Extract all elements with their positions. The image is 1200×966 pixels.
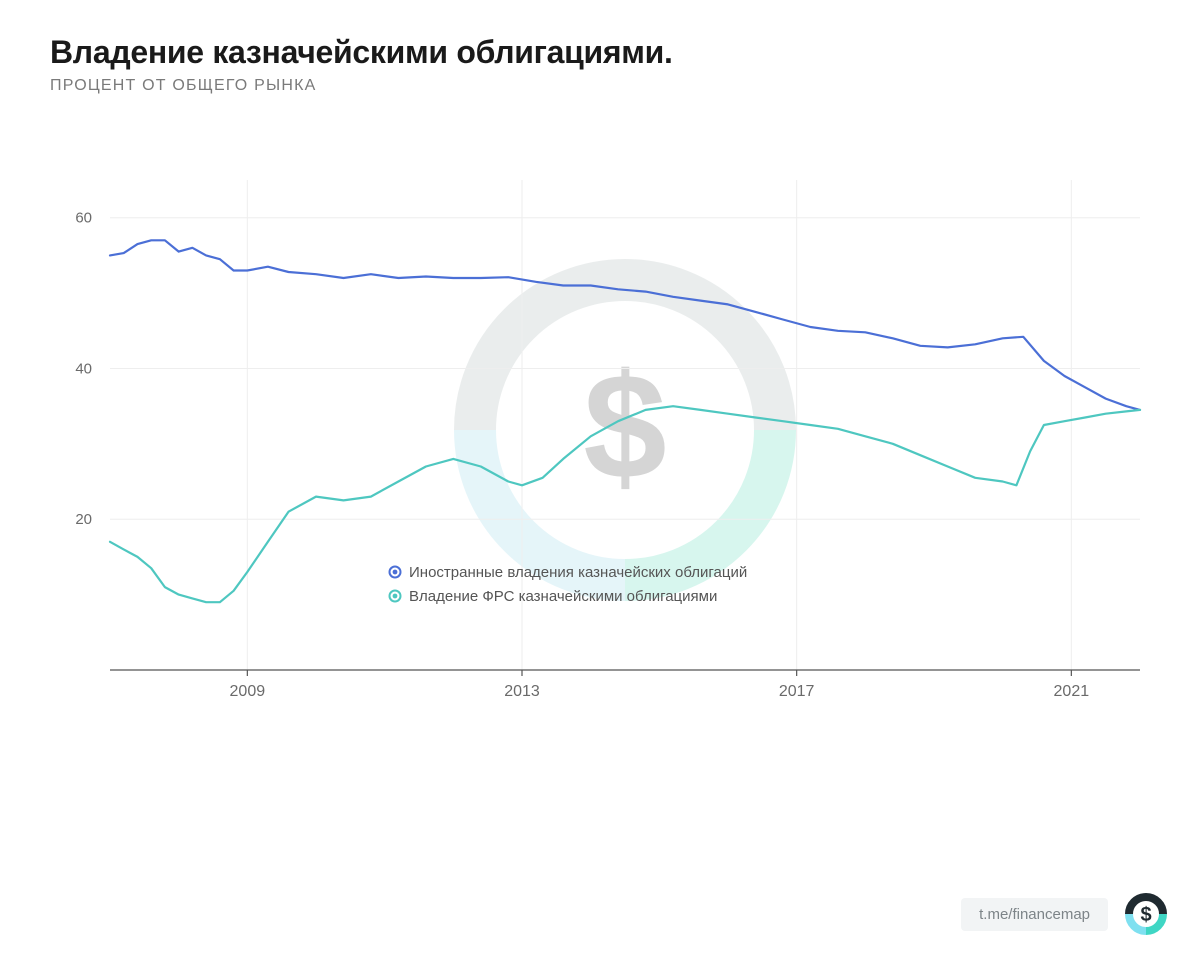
legend-label-foreign: Иностранные владения казначейских облига… [409,564,747,581]
svg-text:2013: 2013 [504,683,540,700]
svg-text:$: $ [583,342,666,510]
svg-text:40: 40 [75,360,92,377]
watermark-logo: $ [475,280,775,580]
svg-text:2021: 2021 [1054,683,1090,700]
footer: t.me/financemap $ [961,890,1170,938]
svg-text:2009: 2009 [230,683,266,700]
svg-text:60: 60 [75,210,92,227]
chart-subtitle: ПРОЦЕНТ ОТ ОБЩЕГО РЫНКА [50,77,1150,95]
line-chart-svg: $ 20 40 60 2009 2013 2017 2021 Иностранные вл… [50,170,1150,730]
svg-text:20: 20 [75,511,92,528]
source-link[interactable]: t.me/financemap [961,898,1108,931]
chart-area: $ 20 40 60 2009 2013 2017 2021 Иностранные вл… [50,170,1150,730]
svg-text:$: $ [1140,904,1151,926]
chart-title: Владение казначейскими облигациями. [50,34,1150,71]
legend-label-fed: Владение ФРС казначейскими облигациями [409,588,717,605]
brand-logo-icon: $ [1122,890,1170,938]
svg-text:2017: 2017 [779,683,815,700]
chart-axes: 2009 2013 2017 2021 [110,670,1140,700]
chart-header: Владение казначейскими облигациями. ПРОЦ… [0,0,1200,105]
